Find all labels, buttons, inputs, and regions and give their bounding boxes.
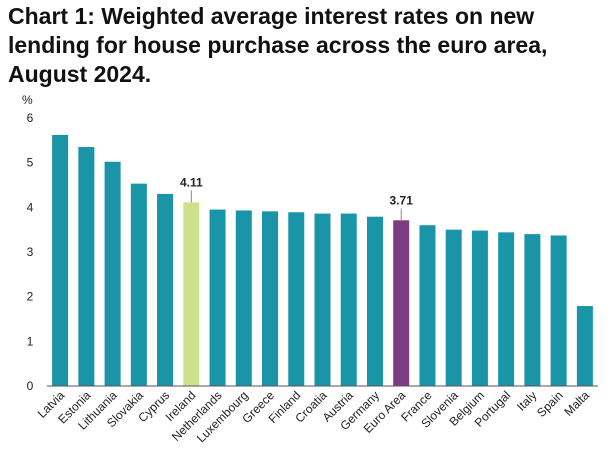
x-tick-label: Malta — [561, 388, 592, 419]
y-tick-label: 2 — [27, 290, 34, 304]
bar-cyprus — [157, 193, 174, 386]
bar-austria — [340, 213, 357, 386]
bar-euro-area — [393, 220, 410, 386]
x-tick-label: Spain — [534, 388, 566, 420]
bar-ireland — [183, 202, 200, 386]
data-label: 4.11 — [180, 175, 203, 189]
bar-estonia — [78, 147, 95, 386]
bar-italy — [524, 234, 541, 386]
y-tick-label: 0 — [27, 379, 34, 393]
bar-germany — [366, 216, 383, 386]
bar-lithuania — [104, 161, 121, 386]
bar-croatia — [314, 213, 331, 386]
bar-latvia — [52, 134, 69, 386]
data-labels: 4.11 3.71 — [180, 175, 414, 221]
y-tick-label: 5 — [27, 156, 34, 170]
y-axis-unit-label: % — [22, 93, 33, 107]
y-tick-label: 3 — [27, 245, 34, 259]
bar-greece — [262, 211, 279, 386]
bar-luxembourg — [235, 210, 252, 386]
bar-slovenia — [445, 229, 462, 386]
y-tick-label: 1 — [27, 334, 34, 348]
data-label: 3.71 — [390, 193, 414, 207]
y-tick-label: 4 — [27, 200, 34, 214]
chart-title: Chart 1: Weighted average interest rates… — [8, 3, 548, 87]
bar-spain — [550, 235, 567, 386]
bar-finland — [288, 212, 305, 386]
bar-belgium — [471, 230, 488, 386]
bar-malta — [576, 306, 593, 386]
bar-france — [419, 225, 436, 386]
y-tick-label: 6 — [27, 111, 34, 125]
x-axis-labels: LatviaEstoniaLithuaniaSlovakiaCyprusIrel… — [35, 388, 593, 445]
bars — [52, 134, 593, 386]
bar-portugal — [498, 232, 515, 386]
bar-netherlands — [209, 209, 226, 386]
bar-slovakia — [130, 183, 147, 386]
y-axis-ticks: 0 1 2 3 4 5 6 — [27, 111, 34, 393]
